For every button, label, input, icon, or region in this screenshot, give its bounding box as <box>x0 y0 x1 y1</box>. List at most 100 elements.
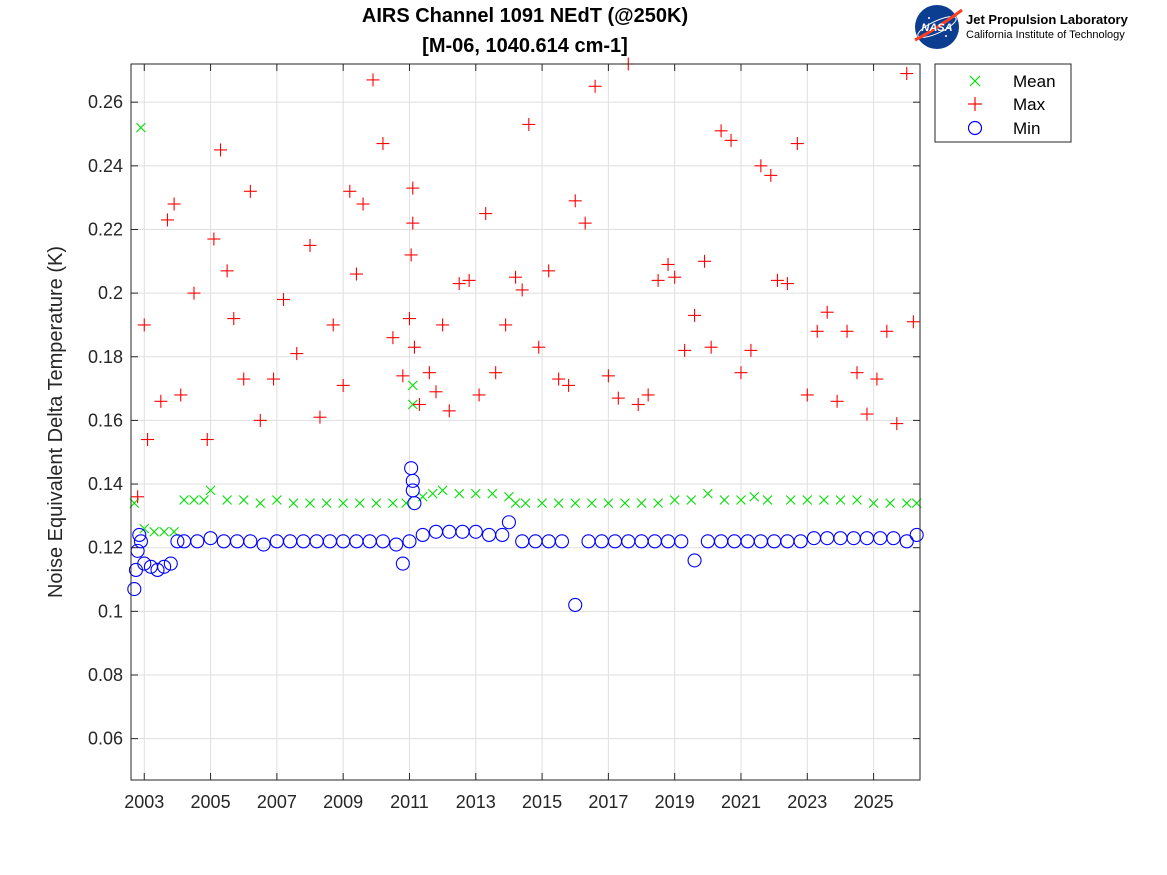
data-point-min <box>150 562 165 578</box>
data-point-max <box>356 197 370 211</box>
data-point-mean <box>537 498 547 509</box>
data-point-min <box>402 534 417 549</box>
legend-box <box>934 63 1072 143</box>
data-point-mean <box>149 526 160 537</box>
data-points <box>127 57 924 613</box>
data-point-min <box>886 531 901 546</box>
data-point-mean <box>603 498 614 509</box>
y-tick-label: 0.16 <box>88 410 123 430</box>
data-point-max <box>442 404 456 418</box>
data-point-mean <box>553 498 564 509</box>
marker-stroke <box>586 498 597 509</box>
marker-stroke <box>620 498 630 509</box>
data-point-max <box>407 340 421 354</box>
data-point-mean <box>407 399 418 410</box>
marker-stroke <box>749 491 760 502</box>
data-point-max <box>611 391 625 405</box>
data-point-min <box>674 534 689 549</box>
plot-area <box>131 64 920 780</box>
legend-marker-min <box>967 120 983 136</box>
marker-stroke <box>510 498 521 509</box>
data-point-min <box>256 537 271 552</box>
marker-stroke <box>702 488 713 499</box>
marker-stroke <box>636 498 647 509</box>
data-point-max <box>906 315 920 329</box>
y-tick-label: 0.12 <box>88 538 123 558</box>
marker-stroke <box>169 526 179 537</box>
marker-stroke <box>139 523 150 534</box>
marker-stroke <box>321 498 332 509</box>
data-point-mean <box>818 495 829 505</box>
data-point-max <box>532 340 546 354</box>
data-point-mean <box>835 495 846 505</box>
data-point-mean <box>222 495 233 505</box>
data-point-max <box>154 394 168 408</box>
logo-title: Jet Propulsion Laboratory <box>966 12 1129 27</box>
data-point-max <box>436 318 450 332</box>
marker-stroke <box>189 495 199 505</box>
data-point-min <box>909 527 924 543</box>
data-point-min <box>568 597 583 613</box>
marker-stroke <box>885 498 896 509</box>
data-point-max <box>243 184 257 198</box>
marker-stroke <box>205 485 216 496</box>
data-point-max <box>326 318 340 332</box>
marker-stroke <box>570 498 581 509</box>
data-point-min <box>157 559 172 574</box>
marker-stroke <box>487 488 498 499</box>
data-point-max <box>137 318 151 332</box>
data-point-max <box>343 184 357 198</box>
y-tick-label: 0.14 <box>88 474 123 494</box>
marker-stroke <box>255 498 266 509</box>
data-point-max <box>290 347 304 361</box>
data-point-max <box>406 181 420 195</box>
data-point-mean <box>179 495 189 505</box>
marker-stroke <box>868 498 879 509</box>
data-point-mean <box>255 498 266 509</box>
marker-stroke <box>222 495 233 505</box>
data-point-min <box>389 537 404 552</box>
data-point-max <box>412 397 426 411</box>
data-point-max <box>509 270 523 284</box>
data-point-max <box>276 292 290 306</box>
y-tick-label: 0.1 <box>98 601 123 621</box>
data-point-max <box>900 67 914 81</box>
data-point-max <box>174 388 188 402</box>
logo-subtitle: California Institute of Technology <box>966 29 1125 41</box>
data-point-max <box>515 283 529 297</box>
x-tick-label: 2025 <box>854 792 894 812</box>
data-point-mean <box>510 498 521 509</box>
data-point-max <box>668 270 682 284</box>
y-tick-label: 0.18 <box>88 347 123 367</box>
x-tick-label: 2021 <box>721 792 761 812</box>
legend-label-min: Min <box>1013 119 1040 138</box>
y-axis-label: Noise Equivalent Delta Temperature (K) <box>45 246 67 598</box>
x-tick-label: 2017 <box>588 792 628 812</box>
legend-label-mean: Mean <box>1013 72 1056 91</box>
data-point-mean <box>762 495 773 505</box>
marker-stroke <box>136 122 146 133</box>
marker-stroke <box>288 498 299 509</box>
data-point-max <box>870 372 884 386</box>
marker-stroke <box>149 526 160 537</box>
data-point-max <box>267 372 281 386</box>
data-point-min <box>415 527 430 543</box>
data-point-min <box>468 524 483 539</box>
series-min <box>127 461 924 613</box>
data-point-mean <box>785 495 796 505</box>
data-point-max <box>754 159 768 173</box>
data-point-max <box>462 273 476 287</box>
data-point-max <box>386 331 400 345</box>
data-point-max <box>688 308 702 322</box>
data-point-max <box>187 286 201 300</box>
data-point-mean <box>487 488 498 499</box>
data-point-mean <box>305 498 315 509</box>
data-point-min <box>137 556 152 571</box>
marker-stroke <box>504 491 514 502</box>
data-point-min <box>554 534 570 549</box>
series-max <box>131 57 920 504</box>
data-point-max <box>336 378 350 392</box>
chart-title-line-2: [M-06, 1040.614 cm-1] <box>422 35 628 57</box>
x-tick-label: 2009 <box>323 792 363 812</box>
